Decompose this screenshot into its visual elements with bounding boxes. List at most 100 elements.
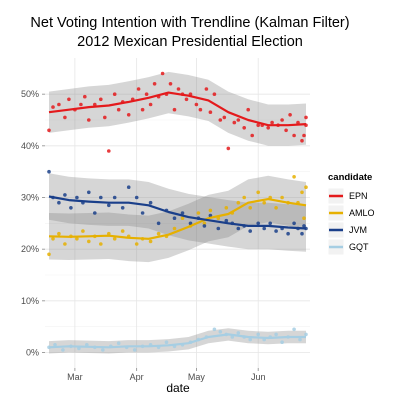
trend-lines — [48, 91, 307, 349]
data-point-amlo — [280, 195, 284, 200]
data-point-epn — [172, 107, 177, 112]
data-point-epn — [47, 128, 51, 133]
data-point-amlo — [208, 208, 213, 213]
data-point-jvm — [274, 229, 278, 233]
data-point-epn — [300, 138, 304, 143]
data-point-jvm — [286, 231, 290, 236]
data-point-jvm — [148, 200, 153, 205]
data-point-jvm — [292, 221, 296, 226]
data-point-jvm — [216, 226, 221, 231]
data-point-amlo — [75, 237, 79, 241]
data-point-epn — [63, 115, 67, 120]
data-point-epn — [152, 82, 157, 86]
data-point-epn — [99, 97, 103, 102]
x-axis-title: date — [166, 381, 190, 395]
data-point-epn — [246, 107, 250, 112]
data-point-epn — [176, 87, 181, 91]
data-point-jvm — [172, 216, 177, 220]
data-point-jvm — [134, 195, 139, 200]
data-point-epn — [103, 115, 107, 120]
data-point-jvm — [202, 224, 207, 228]
data-point-gqt — [218, 330, 223, 334]
legend-label-jvm: JVM — [349, 225, 367, 235]
data-point-amlo — [172, 226, 177, 231]
data-point-amlo — [224, 206, 229, 210]
data-point-jvm — [99, 195, 103, 200]
legend-label-epn: EPN — [349, 191, 368, 201]
data-point-gqt — [212, 327, 217, 332]
data-point-jvm — [75, 195, 79, 200]
y-tick-label: 0% — [26, 348, 39, 358]
data-point-amlo — [63, 242, 67, 246]
data-point-epn — [51, 105, 55, 109]
data-point-amlo — [256, 190, 261, 195]
data-point-epn — [242, 126, 246, 130]
data-point-epn — [284, 128, 288, 133]
confidence-band-epn — [49, 71, 306, 146]
data-point-epn — [112, 92, 117, 96]
data-point-amlo — [51, 237, 55, 241]
data-point-amlo — [120, 229, 125, 233]
data-point-gqt — [292, 327, 296, 332]
x-axis: Mar Apr May Jun — [67, 368, 265, 382]
confidence-band-jvm — [49, 173, 306, 252]
trend-line-gqt — [48, 333, 306, 349]
data-point-jvm — [120, 206, 125, 210]
data-point-epn — [168, 82, 173, 86]
data-point-amlo — [112, 237, 117, 241]
data-point-jvm — [180, 211, 185, 215]
trend-line-epn — [48, 91, 307, 127]
x-tick-label: Apr — [130, 372, 144, 382]
data-point-epn — [184, 97, 189, 102]
data-point-gqt — [132, 348, 137, 352]
data-point-epn — [140, 107, 145, 112]
trend-line-jvm — [48, 195, 307, 230]
legend-label-gqt: GQT — [349, 242, 369, 252]
data-point-amlo — [148, 239, 153, 244]
data-point-jvm — [188, 221, 193, 226]
data-point-epn — [116, 107, 121, 112]
y-tick-label: 40% — [21, 141, 39, 151]
data-point-amlo — [248, 206, 252, 210]
data-point-epn — [292, 133, 296, 138]
data-point-jvm — [57, 200, 61, 205]
data-point-amlo — [180, 216, 185, 220]
data-point-epn — [250, 133, 254, 138]
legend-items: EPN AMLO JVM GQT — [327, 187, 375, 256]
data-point-epn — [148, 102, 153, 107]
data-point-jvm — [63, 193, 67, 197]
data-point-epn — [232, 120, 237, 125]
data-point-jvm — [302, 224, 306, 228]
data-point-gqt — [53, 343, 57, 347]
data-point-amlo — [236, 200, 241, 205]
data-point-amlo — [300, 190, 304, 195]
data-point-epn — [136, 87, 141, 91]
data-point-amlo — [262, 200, 267, 205]
data-point-jvm — [268, 221, 273, 226]
data-point-amlo — [292, 175, 296, 179]
data-point-amlo — [57, 231, 61, 236]
legend-title: candidate — [328, 172, 372, 183]
data-point-epn — [288, 113, 292, 117]
y-tick-label: 50% — [21, 89, 39, 99]
data-point-amlo — [156, 231, 161, 236]
data-point-epn — [144, 92, 149, 96]
data-point-epn — [126, 113, 131, 117]
data-point-gqt — [236, 331, 241, 335]
data-point-gqt — [248, 337, 252, 342]
data-point-epn — [194, 102, 199, 107]
plot-panel — [45, 58, 310, 368]
data-point-jvm — [248, 229, 252, 233]
data-point-epn — [204, 87, 209, 91]
x-tick-label: May — [188, 372, 206, 382]
data-point-jvm — [262, 226, 267, 231]
data-point-jvm — [87, 190, 91, 195]
data-point-amlo — [107, 231, 111, 236]
data-point-jvm — [47, 169, 51, 174]
data-point-amlo — [99, 242, 103, 246]
data-point-epn — [270, 120, 274, 125]
data-point-epn — [256, 123, 261, 127]
data-point-jvm — [300, 231, 304, 236]
data-point-epn — [212, 92, 217, 96]
